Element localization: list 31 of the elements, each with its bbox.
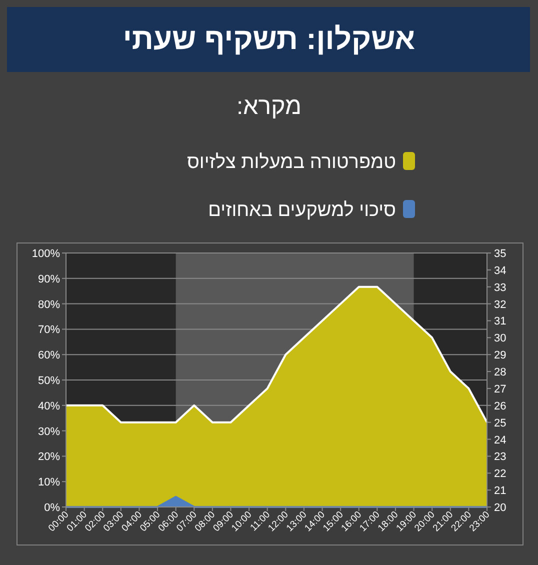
y-tick-label: 50% [38, 375, 60, 387]
legend-label: סיכוי למשקעים באחוזים [208, 200, 396, 221]
y2-tick-label: 30 [494, 332, 506, 345]
y2-tick-label: 28 [494, 366, 506, 379]
y2-tick-label: 22 [494, 468, 506, 480]
y-tick-label: 60% [38, 350, 60, 362]
y2-tick-label: 20 [494, 502, 506, 514]
y-tick-label: 30% [38, 426, 60, 438]
legend-label: טמפרטורה במעלות צלזיוס [186, 152, 396, 173]
y2-tick-label: 24 [494, 434, 506, 446]
y2-tick-label: 27 [494, 383, 506, 396]
y2-tick-label: 32 [494, 298, 506, 311]
y2-tick-label: 33 [494, 282, 506, 294]
y2-tick-label: 29 [494, 350, 506, 362]
y2-tick-label: 26 [494, 400, 506, 412]
y-tick-label: 10% [38, 476, 60, 489]
y2-tick-label: 25 [494, 417, 506, 430]
legend-title: מקרא: [236, 93, 302, 120]
y-tick-label: 90% [38, 273, 60, 286]
y2-tick-label: 35 [494, 248, 506, 260]
y-tick-label: 80% [38, 298, 60, 311]
y2-tick-label: 31 [494, 316, 506, 328]
y-tick-label: 0% [44, 502, 60, 514]
y2-tick-label: 23 [494, 451, 506, 464]
y-tick-label: 40% [38, 400, 60, 412]
y-tick-label: 100% [32, 248, 60, 260]
chart-title: אשקלון: תשקיף שעתי [122, 23, 416, 56]
y-tick-label: 20% [38, 451, 60, 464]
y2-tick-label: 34 [494, 264, 506, 277]
y2-tick-label: 21 [494, 485, 506, 498]
y-tick-label: 70% [38, 324, 60, 336]
